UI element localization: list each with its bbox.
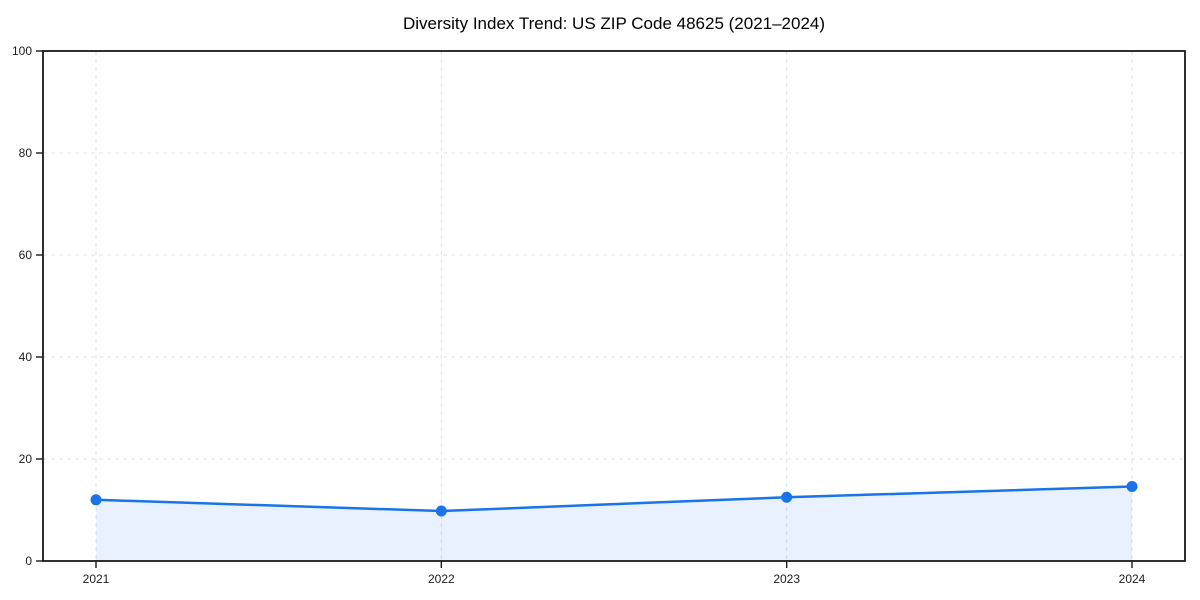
data-point bbox=[435, 505, 447, 517]
axis-ticks bbox=[36, 50, 1133, 568]
data-point bbox=[90, 494, 102, 506]
x-tick-label: 2023 bbox=[773, 572, 800, 586]
x-tick-label: 2024 bbox=[1119, 572, 1146, 586]
gridlines bbox=[43, 51, 1185, 561]
y-tick-label: 40 bbox=[19, 350, 33, 364]
data-point bbox=[781, 491, 793, 503]
y-tick-label: 100 bbox=[12, 44, 32, 58]
area-fill-path bbox=[96, 486, 1132, 561]
chart-title: Diversity Index Trend: US ZIP Code 48625… bbox=[403, 14, 825, 33]
y-tick-label: 20 bbox=[19, 452, 33, 466]
data-line bbox=[94, 485, 1134, 513]
x-tick-label: 2021 bbox=[83, 572, 110, 586]
x-tick-label: 2022 bbox=[428, 572, 455, 586]
data-points bbox=[90, 481, 1138, 517]
area-fill bbox=[96, 486, 1132, 561]
data-line-path bbox=[94, 485, 1134, 513]
data-point bbox=[1126, 481, 1138, 493]
y-tick-label: 80 bbox=[19, 146, 33, 160]
axis-tick-labels: 0 20 40 60 80 100 2021 2022 2023 2024 bbox=[12, 44, 1146, 586]
y-tick-label: 0 bbox=[25, 554, 32, 568]
y-tick-label: 60 bbox=[19, 248, 33, 262]
plot-border bbox=[42, 50, 1186, 562]
